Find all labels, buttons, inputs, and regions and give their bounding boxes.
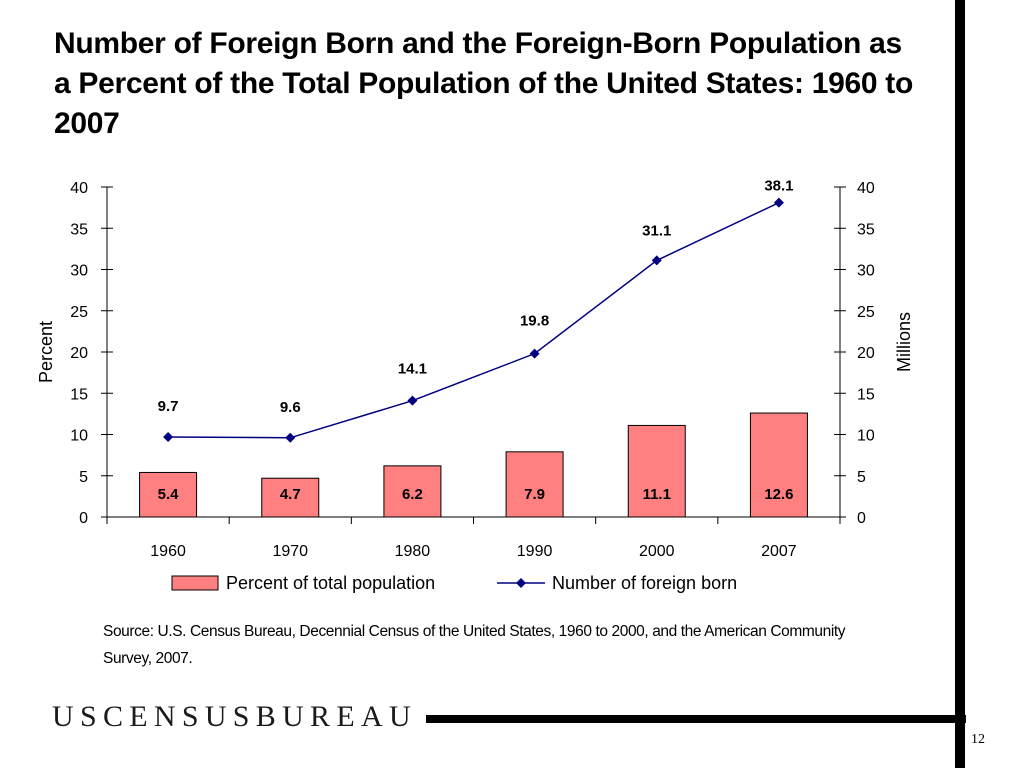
x-tick-label-1960: 1960 (150, 543, 186, 560)
bar-label-2007: 12.6 (764, 486, 793, 503)
x-tick-label-1990: 1990 (517, 543, 553, 560)
point-marker-1970 (285, 432, 296, 443)
point-marker-1960 (163, 431, 174, 442)
legend-line-marker (516, 578, 526, 588)
right-tick-label: 25 (857, 304, 875, 321)
right-tick-label: 10 (857, 428, 875, 445)
point-marker-2007 (773, 197, 784, 208)
point-marker-2000 (651, 255, 662, 266)
bar-2000 (627, 424, 686, 518)
left-tick-label: 40 (70, 180, 88, 197)
line-label-1960: 9.7 (158, 398, 179, 415)
legend-bar-swatch (171, 575, 219, 591)
x-tick-label-1980: 1980 (395, 543, 431, 560)
bar-label-1990: 7.9 (524, 486, 545, 503)
line-label-2000: 31.1 (642, 222, 671, 239)
bar-1990 (505, 451, 564, 518)
right-tick-label: 30 (857, 263, 875, 280)
right-tick-label: 20 (857, 345, 875, 362)
left-tick-label: 0 (79, 510, 88, 527)
left-tick-label: 35 (70, 221, 88, 238)
left-tick-label: 30 (70, 263, 88, 280)
point-marker-1990 (529, 348, 540, 359)
foreign-born-line (168, 201, 780, 439)
census-bureau-logo: USCENSUSBUREAU (52, 700, 417, 733)
x-tick-label-1970: 1970 (272, 543, 308, 560)
right-tick-label: 15 (857, 386, 875, 403)
slide-right-border (955, 0, 965, 768)
point-marker-1980 (407, 395, 418, 406)
bar-label-1960: 5.4 (158, 486, 180, 503)
bar-label-2000: 11.1 (643, 486, 671, 503)
slide-title: Number of Foreign Born and the Foreign-B… (54, 27, 913, 140)
x-tick-label-2007: 2007 (761, 543, 797, 560)
left-axis-title: Percent (36, 321, 56, 383)
left-tick-label: 20 (70, 345, 88, 362)
footer-rule (426, 715, 966, 723)
bar-1960 (139, 471, 198, 518)
left-tick-label: 15 (70, 386, 88, 403)
x-tick-label-2000: 2000 (639, 543, 675, 560)
right-tick-label: 40 (857, 180, 875, 197)
left-tick-label: 25 (70, 304, 88, 321)
line-label-1990: 19.8 (520, 313, 549, 330)
left-tick-label: 10 (70, 428, 88, 445)
right-tick-label: 0 (857, 510, 866, 527)
bar-2007 (749, 412, 808, 518)
legend-line-label: Number of foreign born (552, 573, 737, 593)
bar-1980 (383, 465, 442, 518)
right-axis-title: Millions (894, 312, 914, 372)
bar-label-1970: 4.7 (280, 486, 301, 503)
right-tick-label: 5 (857, 469, 866, 486)
page-number: 12 (971, 732, 985, 747)
source-note: Source: U.S. Census Bureau, Decennial Ce… (103, 623, 846, 667)
left-tick-label: 5 (79, 469, 88, 486)
legend-bar-label: Percent of total population (226, 573, 435, 593)
line-label-1980: 14.1 (398, 361, 427, 378)
line-label-2007: 38.1 (764, 178, 793, 195)
line-label-1970: 9.6 (280, 399, 301, 416)
right-tick-label: 35 (857, 221, 875, 238)
bar-1970 (261, 477, 320, 518)
bar-label-1980: 6.2 (402, 486, 423, 503)
